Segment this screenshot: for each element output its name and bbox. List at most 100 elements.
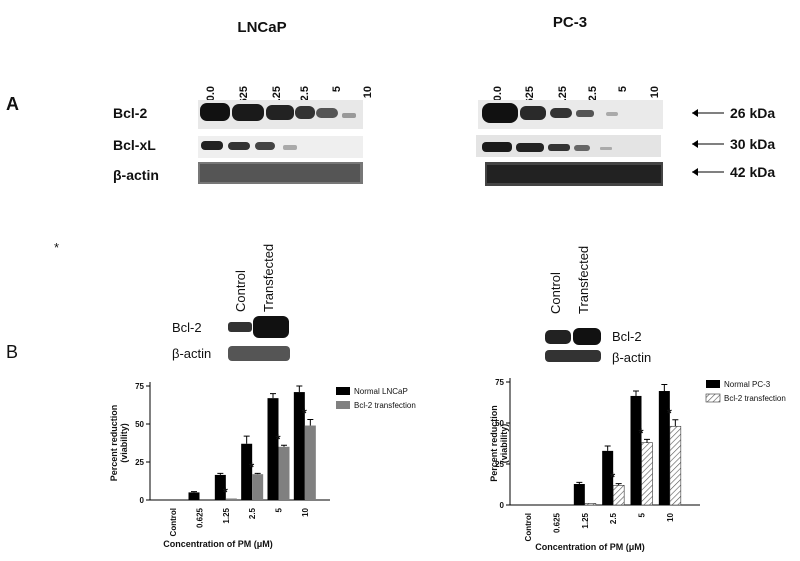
bar [225, 498, 237, 500]
error-bar [191, 491, 197, 493]
error-bar [672, 419, 679, 427]
lane-label: 2.5 [587, 86, 599, 101]
row-label: β-actin [113, 167, 159, 183]
x-tick-label: 10 [666, 512, 675, 521]
significance-mark: * [223, 484, 229, 499]
bar [214, 474, 226, 500]
bar [188, 492, 200, 500]
significance-mark: * [249, 459, 255, 474]
error-bar [243, 435, 250, 444]
error-bar [281, 444, 287, 447]
legend-label: Normal LNCaP [354, 387, 408, 396]
error-bar [604, 445, 611, 451]
error-bar [576, 481, 583, 485]
y-tick-label: 50 [135, 420, 144, 429]
lane-label: Transfected [261, 244, 276, 312]
error-bar [254, 472, 261, 475]
markers: 26 kDa 30 kDa 42 kDa [692, 105, 775, 180]
bar [658, 391, 670, 505]
y-axis-label: Percent reduction [489, 405, 499, 482]
error-bar [615, 483, 622, 486]
y-tick-label: 25 [495, 460, 504, 469]
x-tick-label: 10 [301, 507, 310, 516]
blot-title: PC-3 [553, 14, 587, 31]
error-bar [661, 383, 668, 392]
lane-label: 2.5 [299, 86, 311, 101]
error-bar [307, 418, 314, 426]
x-tick-label: 2.5 [609, 512, 618, 524]
y-axis-label: Percent reduction [109, 405, 119, 482]
bar [584, 503, 597, 506]
bar [267, 398, 279, 500]
x-tick-label: 0.625 [196, 507, 205, 528]
lane-label: 0.0 [205, 86, 217, 101]
bar [602, 450, 614, 505]
error-bar [644, 438, 650, 443]
lane-label: 10 [362, 86, 374, 98]
significance-mark: * [667, 406, 673, 421]
x-tick-label: Control [524, 513, 533, 541]
arrow-head [692, 109, 698, 117]
x-tick-label: 2.5 [248, 507, 257, 519]
y-tick-label: 75 [495, 378, 504, 387]
x-tick-label: 5 [275, 507, 284, 512]
bar [304, 425, 316, 500]
marker-label: 26 kDa [730, 105, 775, 121]
x-axis-label: Concentration of PM (μM) [535, 542, 645, 552]
x-axis-label: Concentration of PM (μM) [163, 539, 273, 549]
bar [641, 442, 653, 506]
lane-label: Control [548, 272, 563, 314]
error-bar [296, 385, 303, 393]
arrow-head [692, 140, 698, 148]
bar [241, 443, 253, 500]
bar [669, 425, 682, 506]
lane-label: 5 [617, 86, 629, 92]
western-blot [476, 100, 663, 186]
row-label: β-actin [612, 350, 651, 365]
error-bar [633, 390, 639, 396]
row-label: β-actin [172, 346, 211, 361]
x-tick-label: 1.25 [222, 507, 231, 523]
legend-label: Bcl-2 transfection [354, 401, 416, 410]
x-tick-label: Control [169, 508, 178, 536]
legend-swatch [705, 393, 721, 403]
transfection-blot: Control Transfected Bcl-2 β-actin [545, 246, 651, 365]
bar [573, 484, 585, 505]
row-label: Bcl-2 [113, 105, 147, 121]
significance-mark: * [638, 425, 644, 440]
legend-swatch [336, 387, 350, 395]
lane-label: Transfected [576, 246, 591, 314]
western-blot [198, 100, 363, 184]
marker-label: 30 kDa [730, 136, 775, 152]
marker-label: 42 kDa [730, 164, 775, 180]
row-labels: Bcl-2 Bcl-xL β-actin [113, 105, 159, 183]
error-bar [217, 472, 224, 475]
significance-mark: * [302, 405, 308, 420]
legend-label: Bcl-2 transfection [724, 394, 786, 403]
blot-title: LNCaP [237, 19, 286, 36]
bar [252, 474, 264, 500]
bar [278, 446, 290, 500]
bar [612, 485, 625, 506]
bar [630, 395, 642, 505]
panel-label: A [6, 94, 19, 114]
y-tick-label: 50 [495, 419, 504, 428]
transfection-blot: Control Transfected Bcl-2 β-actin [172, 244, 290, 361]
lane-label: 5 [331, 86, 343, 92]
lane-label: 10 [649, 86, 661, 98]
y-axis-label: (viability) [499, 424, 509, 464]
stray-mark: * [54, 240, 59, 255]
significance-mark: * [610, 470, 616, 485]
error-bar [270, 393, 276, 399]
lane-label: 0.0 [492, 86, 504, 101]
y-tick-label: 75 [135, 382, 144, 391]
y-tick-label: 0 [140, 496, 145, 505]
row-label: Bcl-xL [113, 137, 156, 153]
bar [293, 392, 305, 500]
y-tick-label: 25 [135, 458, 144, 467]
legend-swatch [336, 401, 350, 409]
row-label: Bcl-2 [612, 329, 642, 344]
y-tick-label: 0 [500, 501, 505, 510]
legend-swatch [706, 380, 720, 388]
